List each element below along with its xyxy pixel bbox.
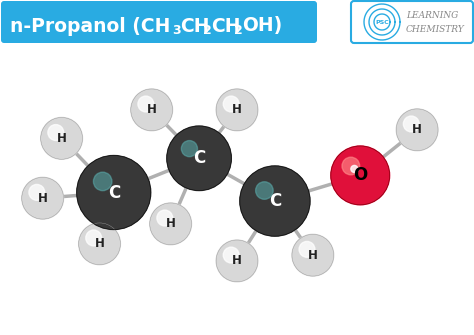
Text: C: C [108,184,120,201]
Circle shape [351,165,358,173]
Text: LEARNING: LEARNING [406,11,458,20]
Circle shape [299,242,315,257]
Circle shape [216,240,258,282]
Circle shape [41,118,82,159]
Text: H: H [95,237,104,250]
Circle shape [22,177,64,219]
Circle shape [150,203,191,245]
Circle shape [77,155,151,229]
Circle shape [403,116,419,132]
Circle shape [157,210,173,226]
Circle shape [79,223,120,265]
FancyBboxPatch shape [1,1,317,43]
Text: 2: 2 [234,23,243,37]
Circle shape [29,185,45,200]
Circle shape [331,146,390,205]
Text: H: H [232,254,242,267]
Text: CH: CH [180,16,210,36]
Circle shape [223,96,239,112]
Circle shape [131,89,173,131]
Circle shape [240,166,310,236]
Text: H: H [38,192,47,205]
Circle shape [138,96,154,112]
Text: H: H [166,217,175,230]
Circle shape [223,247,239,263]
Circle shape [216,89,258,131]
Circle shape [48,125,64,140]
Text: C: C [193,149,205,167]
Text: 2: 2 [203,23,212,37]
Circle shape [86,230,101,246]
Circle shape [167,126,231,191]
FancyBboxPatch shape [351,1,473,43]
Text: C: C [269,192,281,210]
Circle shape [292,234,334,276]
Circle shape [396,109,438,151]
Text: 3: 3 [172,23,181,37]
Text: PSC: PSC [375,19,389,24]
Text: CH: CH [211,16,240,36]
Circle shape [255,182,273,199]
Text: H: H [308,249,318,262]
Text: O: O [353,166,367,184]
Text: CHEMISTRY: CHEMISTRY [406,25,465,35]
Text: H: H [412,123,422,136]
Text: n-Propanol (CH: n-Propanol (CH [10,16,170,36]
Text: H: H [57,132,66,145]
Circle shape [182,141,198,157]
Circle shape [93,172,112,191]
Text: H: H [147,104,156,116]
Text: OH): OH) [242,16,282,36]
Circle shape [342,157,360,175]
Text: H: H [232,104,242,116]
